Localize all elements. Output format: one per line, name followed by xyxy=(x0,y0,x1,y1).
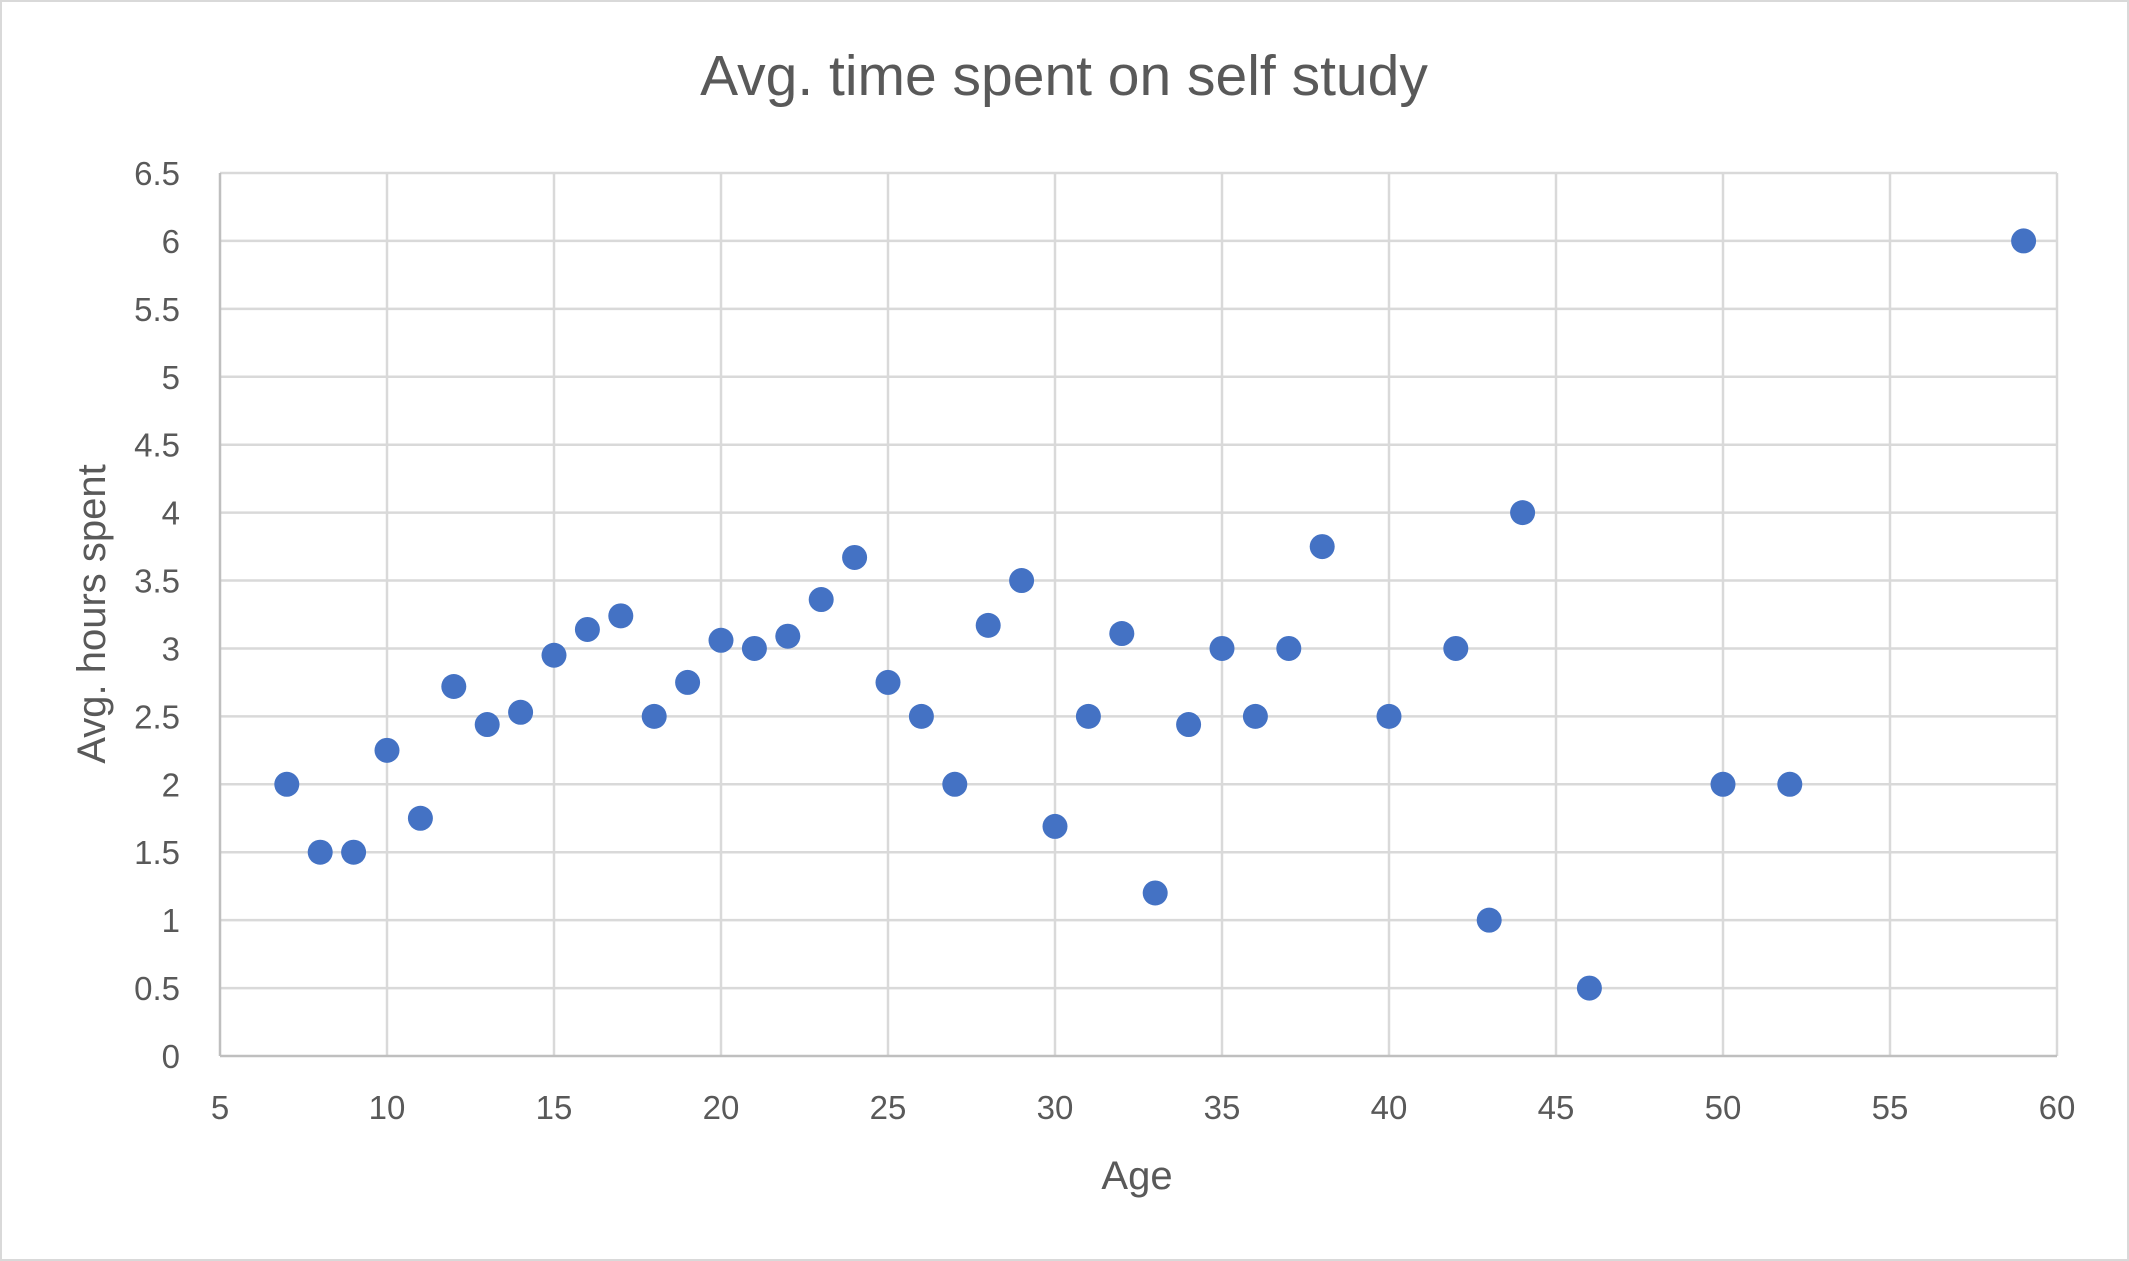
data-point xyxy=(1710,771,1736,797)
data-point xyxy=(808,587,834,613)
data-point xyxy=(574,616,600,642)
data-point xyxy=(875,669,901,695)
x-tick-label: 20 xyxy=(703,1089,740,1126)
x-tick-label: 50 xyxy=(1705,1089,1742,1126)
axes xyxy=(218,173,2057,1058)
data-point xyxy=(775,623,801,649)
x-tick-label: 40 xyxy=(1371,1089,1408,1126)
data-point xyxy=(541,642,567,668)
y-tick-label: 4 xyxy=(162,495,180,532)
x-tick-label: 55 xyxy=(1872,1089,1909,1126)
data-point xyxy=(1443,635,1469,661)
data-point xyxy=(407,805,433,831)
data-point xyxy=(1376,703,1402,729)
data-point xyxy=(1476,907,1502,933)
y-axis-title: Avg. hours spent xyxy=(70,464,114,763)
data-point xyxy=(508,699,534,725)
x-tick-label: 25 xyxy=(870,1089,907,1126)
data-point xyxy=(1276,635,1302,661)
data-point xyxy=(708,627,734,653)
y-tick-label: 1 xyxy=(162,902,180,939)
data-point xyxy=(1777,771,1803,797)
data-point xyxy=(641,703,667,729)
data-point xyxy=(1242,703,1268,729)
data-point xyxy=(908,703,934,729)
data-point xyxy=(1009,568,1035,594)
x-axis-title: Age xyxy=(1101,1154,1172,1198)
y-tick-label: 6.5 xyxy=(134,155,180,192)
y-tick-label: 1.5 xyxy=(134,834,180,871)
data-point xyxy=(274,771,300,797)
data-point xyxy=(441,673,467,699)
x-tick-label: 10 xyxy=(369,1089,406,1126)
data-point xyxy=(2011,228,2037,254)
x-tick-label: 5 xyxy=(211,1089,229,1126)
data-point xyxy=(675,669,701,695)
data-point xyxy=(1510,500,1536,526)
y-axis-tick-labels: 0 0.5 1 1.5 2 2.5 3 3.5 4 4.5 5 5.5 6 6.5 xyxy=(134,155,180,1075)
data-point xyxy=(842,544,868,570)
data-point xyxy=(1576,975,1602,1001)
data-point xyxy=(1142,880,1168,906)
y-tick-label: 3.5 xyxy=(134,563,180,600)
x-tick-label: 45 xyxy=(1538,1089,1575,1126)
y-tick-label: 0.5 xyxy=(134,970,180,1007)
gridlines xyxy=(220,171,2059,1056)
y-tick-label: 5.5 xyxy=(134,291,180,328)
data-point xyxy=(942,771,968,797)
x-tick-label: 30 xyxy=(1037,1089,1074,1126)
data-point xyxy=(1109,621,1135,647)
data-point xyxy=(374,737,400,763)
x-tick-label: 15 xyxy=(536,1089,573,1126)
data-point xyxy=(1176,712,1202,738)
y-tick-label: 2 xyxy=(162,766,180,803)
chart-title: Avg. time spent on self study xyxy=(700,44,1428,108)
y-tick-label: 4.5 xyxy=(134,427,180,464)
data-point xyxy=(307,839,333,865)
y-tick-label: 2.5 xyxy=(134,698,180,735)
data-point xyxy=(1209,635,1235,661)
y-tick-label: 5 xyxy=(162,359,180,396)
data-point xyxy=(741,635,767,661)
x-tick-label: 60 xyxy=(2039,1089,2076,1126)
data-point xyxy=(608,603,634,629)
data-point xyxy=(474,712,500,738)
y-tick-label: 3 xyxy=(162,630,180,667)
data-point xyxy=(1309,534,1335,560)
data-point xyxy=(1042,813,1068,839)
x-axis-tick-labels: 5 10 15 20 25 30 35 40 45 50 55 60 xyxy=(211,1089,2076,1126)
data-point xyxy=(1075,703,1101,729)
data-points xyxy=(274,228,2037,1001)
x-tick-label: 35 xyxy=(1204,1089,1241,1126)
data-point xyxy=(341,839,367,865)
y-tick-label: 6 xyxy=(162,223,180,260)
y-tick-label: 0 xyxy=(162,1038,180,1075)
data-point xyxy=(975,612,1001,638)
